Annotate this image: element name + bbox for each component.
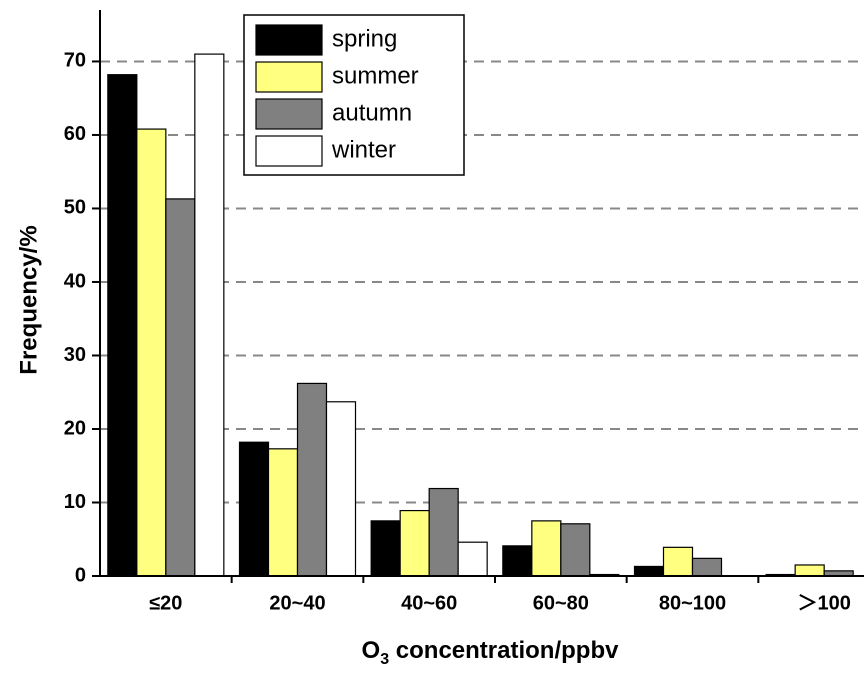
bar xyxy=(428,487,459,577)
bar xyxy=(267,448,299,577)
y-axis-label: Frequency/% xyxy=(15,225,42,374)
bar xyxy=(238,441,270,577)
bar xyxy=(662,546,694,577)
bar xyxy=(633,565,665,577)
y-tick-label: 70 xyxy=(64,50,86,72)
x-tick-label: 40~60 xyxy=(401,592,457,614)
bar xyxy=(296,382,328,577)
bar xyxy=(165,198,196,577)
legend-label: spring xyxy=(332,25,397,52)
legend-label: winter xyxy=(331,136,396,163)
y-tick-label: 50 xyxy=(64,197,86,219)
y-tick-label: 40 xyxy=(64,270,86,292)
x-tick-label: ＞100 xyxy=(797,592,850,614)
legend-swatch xyxy=(255,61,323,93)
legend-swatch xyxy=(255,98,323,130)
bar xyxy=(107,74,138,577)
legend-label: autumn xyxy=(332,99,412,126)
bar xyxy=(691,557,723,577)
legend-label: summer xyxy=(332,62,419,89)
bar xyxy=(399,509,430,577)
y-tick-label: 60 xyxy=(64,123,86,145)
bar xyxy=(325,401,357,577)
bar xyxy=(457,541,488,577)
x-tick-label: 80~100 xyxy=(659,592,726,614)
bar xyxy=(794,564,825,577)
x-tick-label: 20~40 xyxy=(269,592,325,614)
y-tick-label: 30 xyxy=(64,344,86,366)
bar xyxy=(370,520,401,577)
bar xyxy=(194,53,225,577)
y-tick-label: 20 xyxy=(64,417,86,439)
x-tick-label: 60~80 xyxy=(533,592,589,614)
bar xyxy=(531,520,562,577)
x-axis-label: O3 concentration/ppbv xyxy=(362,637,620,668)
legend-swatch xyxy=(255,24,323,56)
bar xyxy=(136,128,167,577)
y-tick-label: 10 xyxy=(64,491,86,513)
legend-swatch xyxy=(255,135,323,167)
bar xyxy=(502,545,533,577)
x-tick-label: ≤20 xyxy=(149,592,182,614)
bar xyxy=(560,523,591,577)
y-tick-label: 0 xyxy=(75,564,86,586)
